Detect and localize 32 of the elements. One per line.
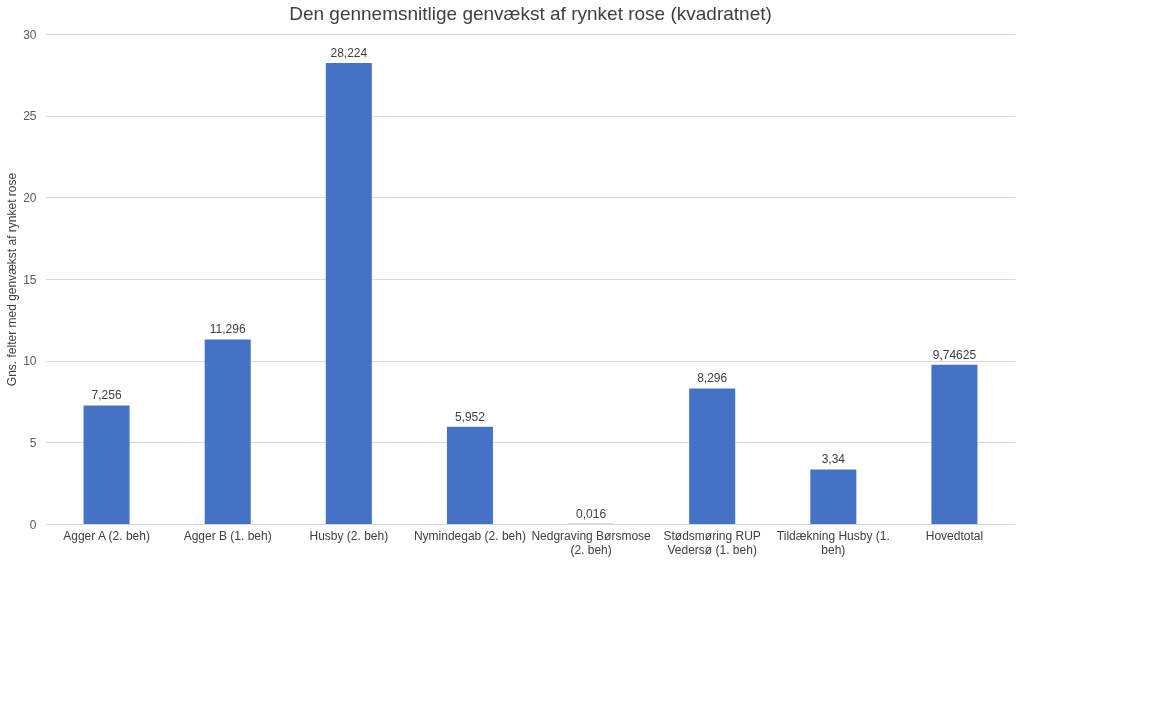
data-label: 7,256 [91,388,122,403]
x-tick-label: Agger B (1. beh) [183,528,272,543]
y-tick-label: 10 [23,354,37,369]
y-tick-label: 0 [29,517,37,532]
data-label: 28,224 [330,46,368,61]
data-label: 11,296 [209,322,246,337]
data-label: 0,016 [576,506,607,521]
y-tick-label: 20 [23,190,37,205]
y-tick-label: 25 [23,109,37,124]
bar [204,339,251,524]
x-tick-label: Hovedtotal [925,528,984,543]
bar [810,469,857,524]
bar [689,388,736,524]
x-tick-label: Husby (2. beh) [309,528,389,543]
data-label: 3,34 [821,452,846,467]
chart-title: Den gennemsnitlige genvækst af rynket rose (kvadratnet) [289,3,772,24]
bar [446,426,493,524]
bar [83,405,130,524]
y-tick-label: 30 [23,27,37,42]
x-tick-label: Nymindegab (2. beh) [413,528,526,543]
x-tick-label: Tildækning Husby (1. beh) [776,528,890,557]
data-label: 9,74625 [932,347,977,362]
x-tick-label: Agger A (2. beh) [63,528,150,543]
y-axis-title: Gns. felter med genvækst af rynket rose [5,172,20,387]
x-tick-label: Stødsmøring RUP Vedersø (1. beh) [663,528,761,557]
x-tick-label: Nedgraving Børsmose (2. beh) [531,528,652,557]
data-label: 8,296 [697,371,728,386]
bar [325,63,372,524]
data-label: 5,952 [454,409,486,424]
y-tick-label: 15 [23,272,37,287]
y-tick-label: 5 [29,435,37,450]
bar [931,364,978,524]
